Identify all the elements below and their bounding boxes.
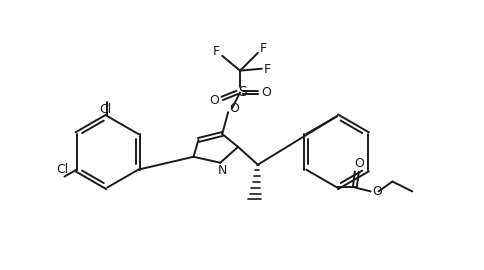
Text: F: F bbox=[212, 45, 220, 58]
Text: S: S bbox=[238, 85, 246, 99]
Text: O: O bbox=[261, 86, 271, 99]
Text: O: O bbox=[210, 94, 219, 107]
Text: Cl: Cl bbox=[57, 163, 69, 176]
Text: F: F bbox=[260, 42, 267, 55]
Text: F: F bbox=[264, 63, 272, 76]
Text: O: O bbox=[373, 185, 382, 198]
Text: Cl: Cl bbox=[99, 103, 111, 116]
Text: O: O bbox=[229, 102, 239, 115]
Text: O: O bbox=[354, 157, 363, 170]
Text: N: N bbox=[217, 164, 227, 177]
